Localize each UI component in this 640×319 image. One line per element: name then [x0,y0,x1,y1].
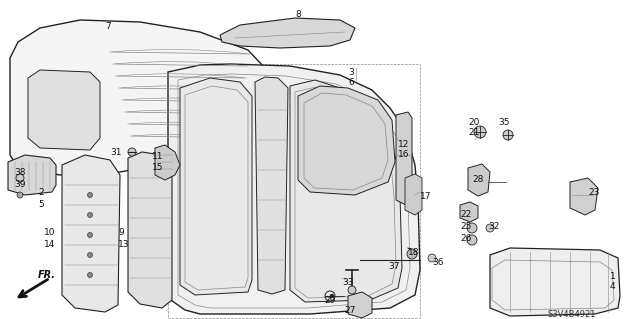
Text: 13: 13 [118,240,129,249]
Circle shape [88,272,93,278]
Text: S3V4B4921: S3V4B4921 [548,310,596,319]
Text: 12: 12 [398,140,410,149]
Text: 16: 16 [398,150,410,159]
Text: 5: 5 [38,200,44,209]
Text: 14: 14 [44,240,56,249]
Text: 31: 31 [110,148,122,157]
Circle shape [88,212,93,218]
Circle shape [503,130,513,140]
Circle shape [16,174,24,182]
Text: 9: 9 [118,228,124,237]
Text: 3: 3 [348,68,354,77]
Circle shape [128,148,136,156]
Circle shape [88,192,93,197]
Polygon shape [10,20,272,175]
Circle shape [17,192,23,198]
Text: 33: 33 [342,278,353,287]
Polygon shape [290,80,402,302]
Text: 18: 18 [408,248,419,257]
Text: 4: 4 [610,282,616,291]
Text: 20: 20 [468,118,479,127]
Text: FR.: FR. [38,270,56,280]
Circle shape [474,126,486,138]
Text: 2: 2 [38,188,44,197]
Polygon shape [490,248,620,316]
Circle shape [486,224,494,232]
Polygon shape [168,64,420,314]
Text: 37: 37 [388,262,399,271]
Polygon shape [28,70,100,150]
Polygon shape [180,78,252,295]
Circle shape [348,286,356,294]
Text: 21: 21 [468,128,479,137]
Circle shape [467,223,477,233]
Text: 27: 27 [344,306,356,315]
Text: 11: 11 [152,152,163,161]
Circle shape [428,254,436,262]
Polygon shape [396,112,412,205]
Text: 25: 25 [460,222,472,231]
Polygon shape [128,152,172,308]
Text: 8: 8 [295,10,301,19]
Polygon shape [62,155,120,312]
Polygon shape [8,155,56,195]
Text: 35: 35 [498,118,509,127]
Polygon shape [255,77,288,294]
Polygon shape [570,178,598,215]
Text: 39: 39 [14,180,26,189]
Polygon shape [155,145,180,180]
Polygon shape [220,18,355,48]
Text: 6: 6 [348,78,354,87]
Text: 28: 28 [472,175,483,184]
Circle shape [88,233,93,238]
Text: 23: 23 [588,188,600,197]
Text: 36: 36 [432,258,444,267]
Text: 29: 29 [324,296,335,305]
Polygon shape [460,202,478,222]
Text: 32: 32 [488,222,499,231]
Text: 38: 38 [14,168,26,177]
Circle shape [88,253,93,257]
Circle shape [407,249,417,259]
Text: 1: 1 [610,272,616,281]
Text: 15: 15 [152,163,163,172]
Text: 22: 22 [460,210,471,219]
Text: 10: 10 [44,228,56,237]
Polygon shape [405,174,422,215]
Circle shape [330,294,334,298]
Text: 26: 26 [460,234,472,243]
Circle shape [467,235,477,245]
Text: 7: 7 [105,22,111,31]
Polygon shape [298,86,395,195]
Polygon shape [348,292,372,318]
Text: 17: 17 [420,192,431,201]
Polygon shape [468,164,490,196]
